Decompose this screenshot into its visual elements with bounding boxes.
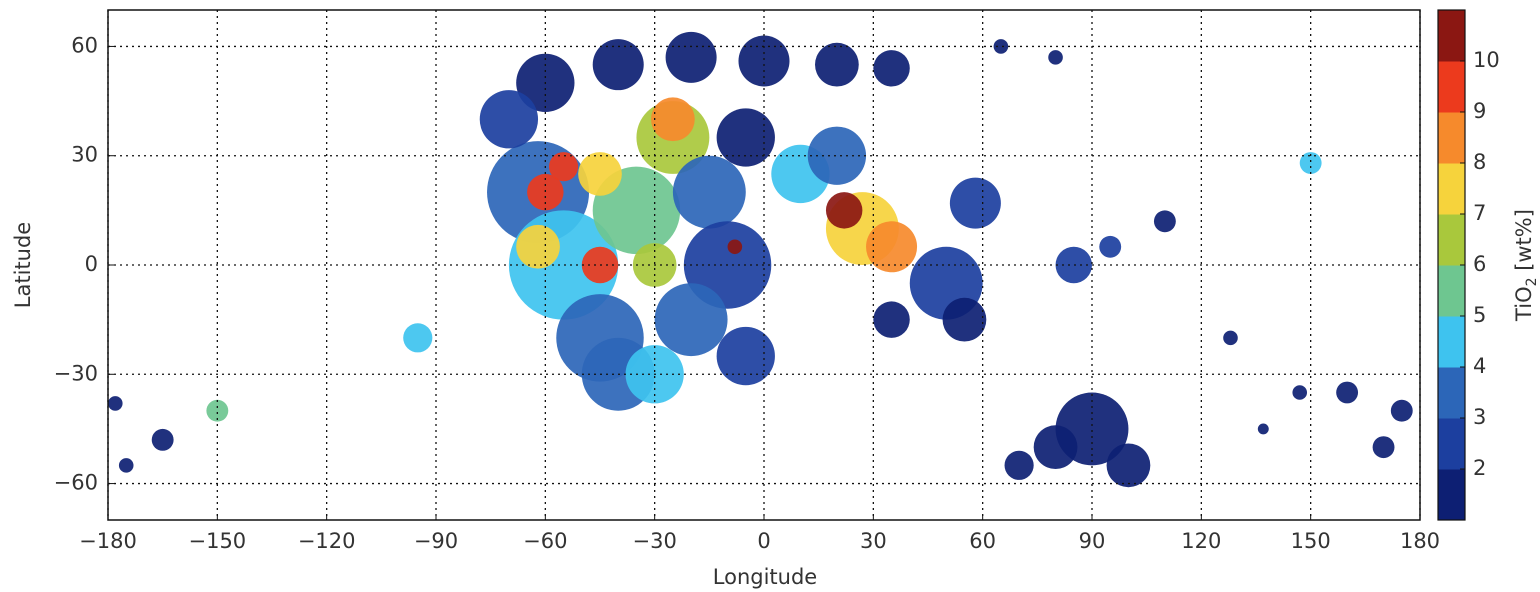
mare-region [1257, 423, 1269, 435]
mare-region [727, 239, 743, 255]
mare-region [866, 221, 918, 273]
colorbar-segment [1438, 316, 1465, 368]
y-tick-label: 60 [71, 33, 98, 57]
x-tick-label: −120 [298, 529, 356, 553]
colorbar-segment [1438, 61, 1465, 113]
x-tick-label: 0 [757, 529, 770, 553]
mare-region [592, 39, 644, 91]
colorbar-segment [1438, 214, 1465, 266]
colorbar-tick-label: 8 [1473, 150, 1486, 174]
colorbar-label-text: TiO [1512, 286, 1536, 322]
colorbar-tick-label: 7 [1473, 201, 1486, 225]
mare-region [516, 224, 560, 269]
plot-frame [107, 9, 1421, 521]
colorbar-tick-label: 3 [1473, 405, 1486, 429]
mare-region [873, 301, 910, 338]
mare-region [1153, 210, 1176, 233]
mare-region [716, 326, 775, 386]
x-tick-label: 180 [1400, 529, 1440, 553]
mare-region [1299, 152, 1322, 174]
colorbar-label-subscript: 2 [1524, 277, 1540, 286]
colorbar-segment [1438, 469, 1465, 521]
y-axis-label: Latitude [11, 222, 35, 308]
mare-region [1223, 330, 1238, 346]
mare-region [825, 192, 863, 229]
y-tick-label: −30 [54, 361, 98, 385]
y-tick-label: 0 [85, 252, 98, 276]
mare-region [479, 90, 539, 149]
mare-region [548, 152, 579, 182]
colorbar-label: TiO2 [wt%] [1512, 209, 1540, 322]
mare-region [118, 458, 134, 473]
mare-region [1292, 385, 1308, 400]
mare-region [206, 399, 229, 422]
y-tick-label: 30 [71, 143, 98, 167]
mare-region [873, 50, 910, 87]
x-axis-label: Longitude [713, 565, 817, 589]
mare-region [815, 42, 859, 87]
mare-region [1055, 246, 1093, 284]
x-tick-label: 60 [969, 529, 996, 553]
colorbar-tick-label: 9 [1473, 99, 1486, 123]
mare-region [949, 177, 1001, 229]
colorbar-tick-label: 4 [1473, 354, 1486, 378]
mare-region [1336, 381, 1359, 404]
x-tick-label: 30 [860, 529, 887, 553]
colorbar-tick-label: 5 [1473, 303, 1486, 327]
colorbar-segment [1438, 367, 1465, 419]
x-tick-label: −90 [414, 529, 458, 553]
mare-region [1390, 399, 1413, 422]
colorbar-segment [1438, 265, 1465, 317]
y-tick-label: −60 [54, 471, 98, 495]
colorbar-segment [1438, 163, 1465, 215]
mare-region [1048, 50, 1063, 65]
mare-region [654, 283, 728, 357]
mare-region [651, 97, 695, 142]
mare-region [1372, 436, 1395, 459]
colorbar-label-suffix: [wt%] [1512, 209, 1536, 277]
mare-region [578, 152, 622, 196]
mare-region [1106, 443, 1151, 488]
mare-region [151, 428, 174, 451]
mare-region [738, 35, 790, 87]
mare-region [807, 126, 867, 185]
x-tick-label: −60 [523, 529, 567, 553]
mare-region [1004, 450, 1034, 480]
x-tick-label: −150 [188, 529, 246, 553]
mare-region [716, 108, 775, 167]
colorbar-tick-label: 2 [1473, 456, 1486, 480]
colorbar-tick-label: 10 [1473, 48, 1500, 72]
colorbar-segment [1438, 112, 1465, 164]
x-tick-label: −180 [79, 529, 137, 553]
mare-region [672, 155, 746, 229]
mare-region [942, 297, 987, 342]
x-tick-label: −30 [633, 529, 677, 553]
x-tick-label: 150 [1291, 529, 1331, 553]
x-tick-label: 120 [1181, 529, 1221, 553]
colorbar-tick-label: 6 [1473, 252, 1486, 276]
mare-region [108, 396, 123, 411]
x-tick-label: 90 [1079, 529, 1106, 553]
mare-region [993, 39, 1009, 54]
mare-region [1033, 425, 1078, 469]
mare-region [665, 31, 717, 83]
mare-region [403, 323, 433, 353]
mare-region [527, 173, 564, 211]
colorbar-segment [1438, 418, 1465, 470]
mare-region [1099, 235, 1122, 258]
colorbar-segment [1438, 10, 1465, 62]
